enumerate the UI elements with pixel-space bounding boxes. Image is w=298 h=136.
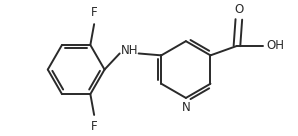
Text: O: O [234,3,243,16]
Text: F: F [91,6,97,19]
Text: NH: NH [120,44,138,57]
Text: N: N [181,101,190,114]
Text: F: F [91,120,97,133]
Text: OH: OH [266,39,284,52]
